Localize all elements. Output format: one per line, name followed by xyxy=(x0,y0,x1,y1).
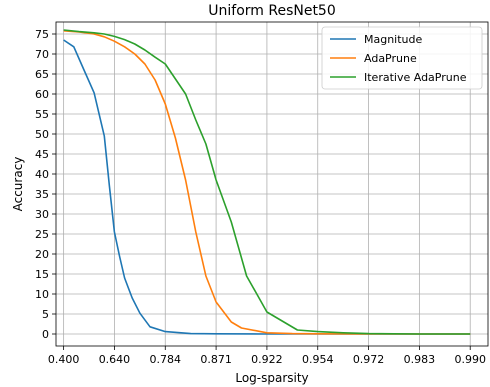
legend-box xyxy=(321,26,483,90)
y-tick-label: 0 xyxy=(42,328,49,341)
y-tick-label: 25 xyxy=(35,228,49,241)
legend-label-adaprune: AdaPrune xyxy=(364,52,417,65)
y-tick-label: 45 xyxy=(35,148,49,161)
y-tick-label: 15 xyxy=(35,268,49,281)
chart-title: Uniform ResNet50 xyxy=(208,3,336,19)
legend-label-iterative-adaprune: Iterative AdaPrune xyxy=(364,71,467,84)
series-line-adaprune xyxy=(63,30,471,335)
legend-label-magnitude: Magnitude xyxy=(364,33,423,46)
x-tick-label: 0.640 xyxy=(99,353,131,366)
x-tick-label: 0.972 xyxy=(353,353,385,366)
y-axis-label: Accuracy xyxy=(11,157,25,212)
legend: Magnitude AdaPrune Iterative AdaPrune xyxy=(321,26,483,90)
series-line-iterative-adaprune xyxy=(63,29,471,335)
x-tick-label: 0.983 xyxy=(404,353,436,366)
y-tick-label: 75 xyxy=(35,28,49,41)
y-tick-label: 50 xyxy=(35,128,49,141)
y-tick-label: 65 xyxy=(35,68,49,81)
y-tick-label: 5 xyxy=(42,308,49,321)
x-tick-label: 0.990 xyxy=(454,353,486,366)
x-tick-label: 0.922 xyxy=(251,353,283,366)
y-tick-label: 30 xyxy=(35,208,49,221)
x-tick-label: 0.954 xyxy=(302,353,334,366)
y-tick-label: 35 xyxy=(35,188,49,201)
y-tick-label: 55 xyxy=(35,108,49,121)
x-tick-label: 0.871 xyxy=(200,353,232,366)
x-tick-label: 0.400 xyxy=(48,353,80,366)
x-axis-ticks: 0.400 0.640 0.784 0.871 0.922 0.954 0.972 0.983… xyxy=(48,346,486,366)
y-tick-label: 20 xyxy=(35,248,49,261)
y-tick-label: 10 xyxy=(35,288,49,301)
series-lines xyxy=(63,29,471,335)
y-tick-label: 40 xyxy=(35,168,49,181)
x-axis-label: Log-sparsity xyxy=(235,371,308,385)
plot-area-frame xyxy=(55,21,489,347)
y-tick-label: 70 xyxy=(35,48,49,61)
y-axis-ticks: 0 5 10 15 20 25 30 35 40 45 50 55 60 65 70 75 xyxy=(35,28,56,341)
x-tick-label: 0.784 xyxy=(150,353,182,366)
y-tick-label: 60 xyxy=(35,88,49,101)
